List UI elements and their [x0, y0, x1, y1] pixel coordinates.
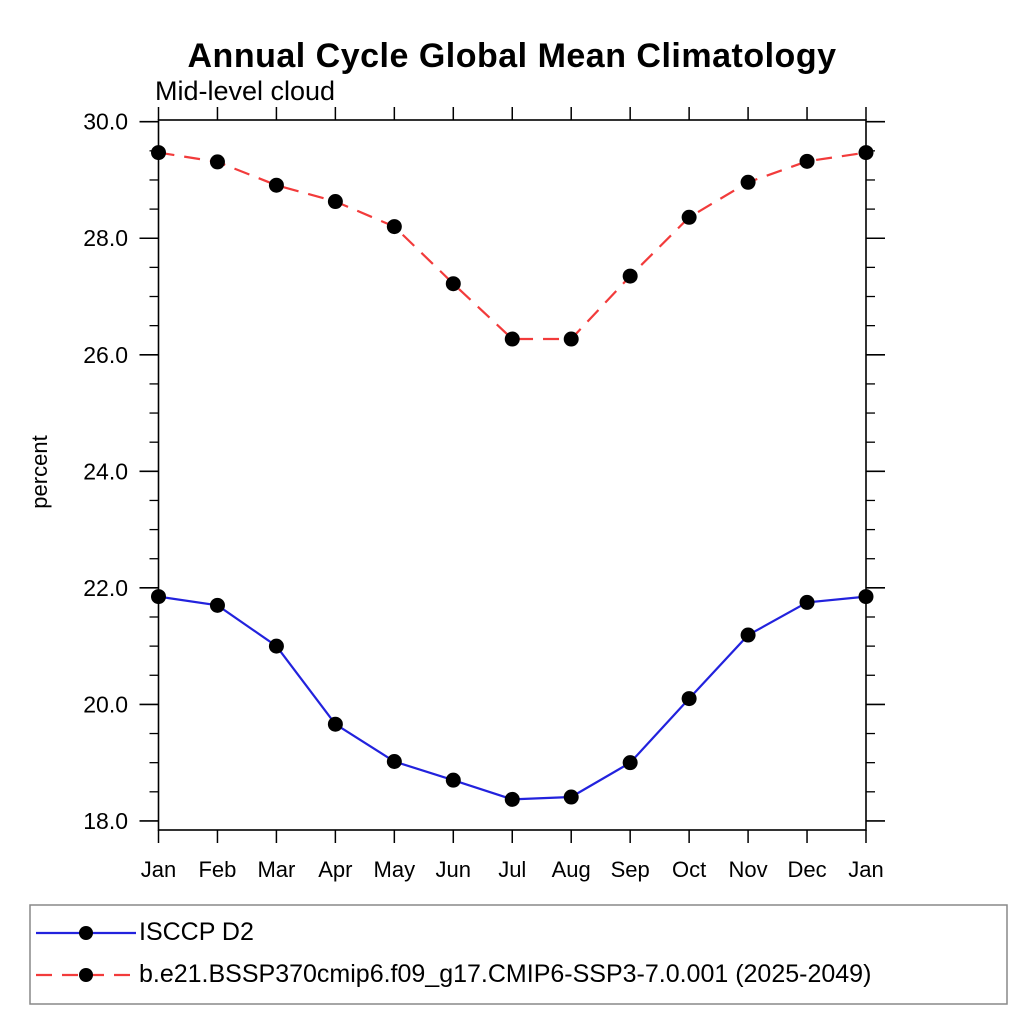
data-point-marker-s1 [681, 209, 697, 225]
x-tick-label: Aug [552, 857, 591, 882]
plot-frame [157, 119, 867, 831]
data-point-marker-s0 [151, 589, 166, 605]
data-point-marker-s0 [209, 597, 225, 613]
data-point-marker-s0 [799, 594, 815, 610]
data-point-marker-s0 [504, 791, 520, 807]
data-point-marker-s0 [622, 755, 638, 771]
data-point-marker-s0 [386, 754, 402, 770]
data-point-marker-s1 [858, 145, 874, 161]
data-point-marker-s1 [504, 331, 520, 347]
y-tick-label: 22.0 [83, 575, 128, 601]
y-tick-label: 20.0 [83, 691, 128, 717]
y-tick-label: 26.0 [83, 342, 128, 368]
x-tick-label: Oct [672, 857, 706, 882]
data-point-marker-s0 [445, 772, 461, 788]
chart-title: Annual Cycle Global Mean Climatology [187, 37, 837, 75]
legend-sample-marker-1 [79, 968, 93, 982]
data-point-marker-s1 [151, 145, 166, 161]
legend-sample-marker-0 [79, 926, 93, 940]
data-point-marker-s1 [386, 219, 402, 235]
data-point-marker-s1 [268, 177, 284, 193]
x-tick-label: Dec [787, 857, 826, 882]
data-point-marker-s0 [563, 789, 579, 805]
y-tick-label: 28.0 [83, 225, 128, 251]
legend-label-model-run: b.e21.BSSP370cmip6.f09_g17.CMIP6-SSP3-7.… [139, 960, 872, 988]
x-tick-label: Nov [729, 857, 768, 882]
data-point-marker-s1 [209, 154, 225, 170]
x-tick-label: Mar [257, 857, 295, 882]
data-point-marker-s0 [327, 716, 343, 732]
data-point-marker-s1 [563, 331, 579, 347]
data-point-marker-s1 [327, 194, 343, 210]
x-tick-label: Jan [141, 857, 176, 882]
data-point-marker-s1 [445, 276, 461, 292]
data-point-marker-s1 [740, 174, 756, 190]
x-tick-label: Jun [436, 857, 471, 882]
y-tick-label: 18.0 [83, 808, 128, 834]
data-point-marker-s1 [799, 153, 815, 169]
x-tick-label: Sep [611, 857, 650, 882]
legend-box [29, 904, 1008, 1005]
x-tick-label: Jul [498, 857, 526, 882]
y-tick-label: 24.0 [83, 458, 128, 484]
data-point-marker-s0 [268, 638, 284, 654]
y-tick-label: 30.0 [83, 109, 128, 135]
x-tick-label: May [374, 857, 416, 882]
data-point-marker-s1 [622, 268, 638, 284]
data-point-marker-s0 [681, 691, 697, 707]
x-tick-label: Jan [848, 857, 883, 882]
x-tick-label: Apr [318, 857, 352, 882]
series-line-0 [158, 595, 867, 801]
series-line-1 [158, 151, 867, 341]
legend-label-isccp-d2: ISCCP D2 [139, 918, 254, 946]
data-point-marker-s0 [740, 627, 756, 643]
x-tick-label: Feb [198, 857, 236, 882]
data-point-marker-s0 [858, 589, 874, 605]
y-axis-title: percent [27, 435, 52, 509]
chart-subtitle: Mid-level cloud [155, 76, 336, 106]
